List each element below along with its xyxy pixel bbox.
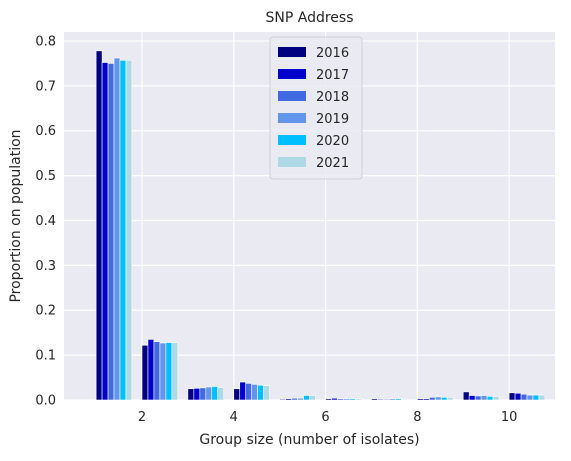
bar-2019 xyxy=(343,398,350,401)
bar-2019 xyxy=(389,398,396,401)
legend-label-2019: 2019 xyxy=(316,112,349,127)
legend-label-2017: 2017 xyxy=(316,68,349,83)
bar-2021 xyxy=(217,387,224,401)
legend-swatch-2016 xyxy=(278,47,306,57)
y-tick-label: 0.4 xyxy=(35,214,56,229)
bar-2019 xyxy=(113,57,121,401)
bar-2018 xyxy=(520,393,528,401)
bar-2021 xyxy=(492,396,500,401)
bar-2016 xyxy=(187,388,195,401)
bar-2020 xyxy=(486,396,494,401)
bar-2018 xyxy=(291,397,298,401)
legend-swatch-2021 xyxy=(278,157,306,167)
bar-2018 xyxy=(153,341,161,401)
bar-2019 xyxy=(434,396,442,401)
bar-2017 xyxy=(285,398,292,401)
bar-2016 xyxy=(233,388,241,401)
x-tick-label: 8 xyxy=(413,410,421,425)
bar-2017 xyxy=(193,388,201,401)
bar-2018 xyxy=(245,383,252,401)
bar-2016 xyxy=(508,392,516,401)
bar-2020 xyxy=(119,59,127,401)
bar-2017 xyxy=(514,392,522,401)
bar-2020 xyxy=(395,398,402,401)
bar-2020 xyxy=(532,394,540,401)
bar-2019 xyxy=(480,395,488,401)
bar-2020 xyxy=(211,386,219,401)
y-tick-label: 0.3 xyxy=(35,259,56,274)
bar-2018 xyxy=(107,63,115,401)
bar-2021 xyxy=(355,398,362,401)
bar-2016 xyxy=(141,344,149,401)
bar-2019 xyxy=(251,383,258,401)
x-axis-label: Group size (number of isolates) xyxy=(199,432,419,448)
x-tick-label: 2 xyxy=(138,410,146,425)
bar-2019 xyxy=(159,342,167,401)
axes: 0.0 0.1 0.2 0.3 0.4 0.5 0.6 0.7 0.8 2 4 6 8 10 xyxy=(35,34,517,425)
legend-swatch-2018 xyxy=(278,91,306,101)
legend-label-2021: 2021 xyxy=(316,156,349,171)
x-tick-label: 10 xyxy=(501,410,518,425)
bar-2019 xyxy=(205,386,213,401)
y-tick-label: 0.8 xyxy=(35,34,56,49)
y-tick-label: 0.5 xyxy=(35,169,56,184)
bar-2016 xyxy=(279,398,286,401)
bar-2017 xyxy=(147,339,155,401)
bar-2021 xyxy=(538,394,546,401)
bar-2016 xyxy=(371,398,378,401)
bar-2017 xyxy=(101,62,109,401)
bar-2020 xyxy=(303,395,310,401)
bar-2020 xyxy=(257,384,264,401)
legend-swatch-2019 xyxy=(278,113,306,123)
bar-2016 xyxy=(95,50,103,401)
legend-label-2016: 2016 xyxy=(316,46,349,61)
bar-2017 xyxy=(468,395,476,401)
bar-2018 xyxy=(428,397,436,401)
grid xyxy=(64,32,555,401)
y-tick-label: 0.6 xyxy=(35,124,56,139)
bars xyxy=(95,50,546,401)
bar-2019 xyxy=(297,397,304,401)
bar-2021 xyxy=(125,59,133,401)
bar-2019 xyxy=(526,394,534,401)
bar-2018 xyxy=(199,387,207,401)
legend-label-2018: 2018 xyxy=(316,90,349,105)
bar-2016 xyxy=(462,391,470,401)
bar-2016 xyxy=(417,398,424,401)
bar-2018 xyxy=(474,395,482,401)
y-tick-label: 0.1 xyxy=(35,349,56,364)
bar-2017 xyxy=(423,398,430,401)
chart-title: SNP Address xyxy=(265,10,353,26)
bar-2017 xyxy=(331,397,338,401)
y-tick-label: 0.0 xyxy=(35,394,56,409)
legend: 2016 2017 2018 2019 2020 2021 xyxy=(269,36,363,180)
bar-2021 xyxy=(263,385,270,401)
bar-2021 xyxy=(446,397,454,401)
legend-swatch-2017 xyxy=(278,69,306,79)
bar-2021 xyxy=(400,398,408,401)
bar-2016 xyxy=(325,398,332,401)
bar-2020 xyxy=(440,397,448,401)
bar-2018 xyxy=(383,398,390,401)
bar-2021 xyxy=(309,395,316,401)
bar-2021 xyxy=(171,342,179,401)
bar-2017 xyxy=(377,398,384,401)
y-tick-label: 0.7 xyxy=(35,79,56,94)
bar-2018 xyxy=(337,398,344,401)
y-axis-label: Proportion on population xyxy=(8,129,24,302)
x-tick-label: 6 xyxy=(321,410,329,425)
bar-2020 xyxy=(165,342,173,401)
x-tick-label: 4 xyxy=(230,410,238,425)
bar-2020 xyxy=(349,398,356,401)
y-tick-label: 0.2 xyxy=(35,304,56,319)
legend-label-2020: 2020 xyxy=(316,134,349,149)
bar-2017 xyxy=(239,381,247,401)
legend-swatch-2020 xyxy=(278,135,306,145)
